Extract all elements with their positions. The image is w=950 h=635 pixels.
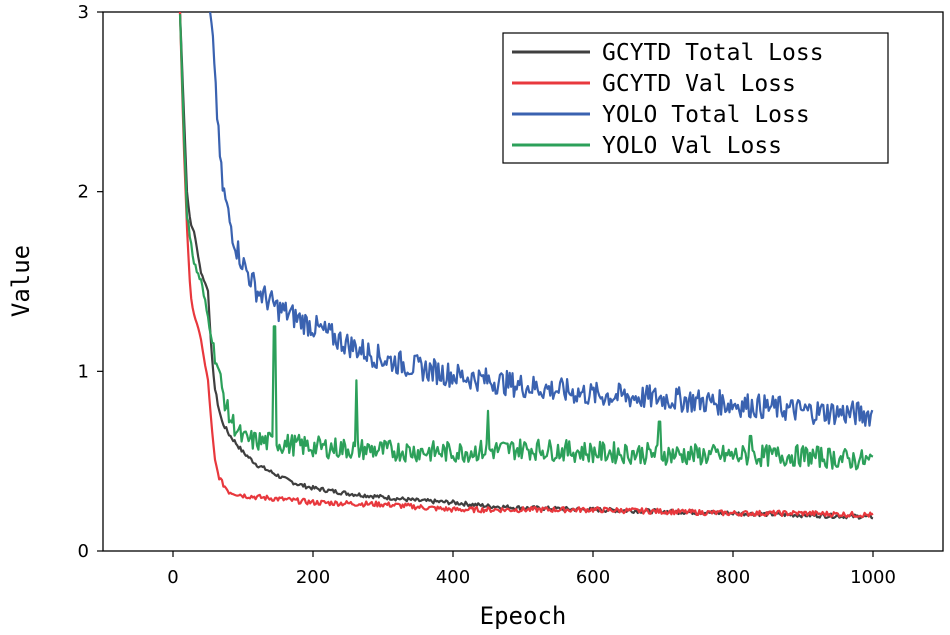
- legend-label: GCYTD Val Loss: [602, 71, 796, 97]
- series-line-gcytd-val-loss: [178, 11, 874, 519]
- legend-label: YOLO Total Loss: [602, 102, 810, 128]
- legend: GCYTD Total Loss GCYTD Val Loss YOLO Total…: [502, 32, 889, 164]
- series-line-yolo-total-loss: [209, 11, 874, 427]
- y-axis: 0 1 2 3: [78, 2, 103, 562]
- x-axis-title: Epeoch: [480, 602, 567, 630]
- x-tick-label: 0: [167, 567, 178, 588]
- series-layer: [178, 11, 874, 520]
- series-line-yolo-val-loss: [178, 14, 874, 471]
- y-tick-label: 2: [78, 182, 89, 203]
- x-tick-label: 600: [576, 567, 610, 588]
- legend-label: YOLO Val Loss: [602, 133, 782, 159]
- legend-label: GCYTD Total Loss: [602, 40, 824, 66]
- x-tick-label: 800: [716, 567, 750, 588]
- y-tick-label: 1: [78, 361, 89, 382]
- legend-box: [502, 32, 889, 164]
- y-tick-label: 0: [78, 541, 89, 562]
- y-tick-label: 3: [78, 2, 89, 23]
- x-tick-label: 1000: [850, 567, 896, 588]
- y-axis-title: Value: [7, 245, 35, 317]
- x-tick-label: 400: [436, 567, 470, 588]
- x-axis: 0 200 400 600 800 1000: [167, 551, 896, 588]
- x-tick-label: 200: [296, 567, 330, 588]
